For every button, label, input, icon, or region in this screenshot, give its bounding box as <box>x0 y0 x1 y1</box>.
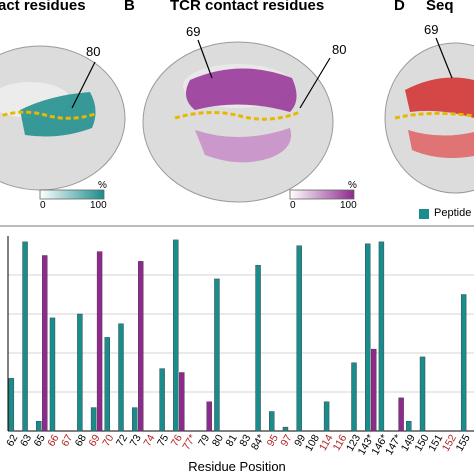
bar-peptide-143star <box>365 243 371 432</box>
x-tick-label: 67 <box>59 432 75 448</box>
contact-region-b-upper <box>186 68 297 112</box>
bar-peptide-69 <box>90 407 97 432</box>
colorbar-purple-unit: % <box>348 180 357 191</box>
x-tick-label: 62 <box>4 432 20 448</box>
bar-peptide-97 <box>282 426 289 432</box>
x-tick-label: 79 <box>196 432 212 448</box>
bar-peptide-80 <box>214 278 220 432</box>
panel-d-title: Seq <box>426 0 454 14</box>
x-tick-label: 155 <box>454 432 473 453</box>
legend-swatch-peptide <box>419 209 429 219</box>
legend-label-peptide: Peptide <box>434 207 472 219</box>
colorbar-teal <box>39 189 105 200</box>
bar-peptide-150 <box>419 356 426 432</box>
bar-peptide-70 <box>104 337 110 432</box>
bar-peptide-123 <box>351 362 357 432</box>
x-tick-label: 95 <box>265 432 281 448</box>
contact-region-a <box>20 92 96 137</box>
bar-tcr-147star <box>398 397 404 432</box>
x-tick-label: 76 <box>169 432 185 448</box>
bar-peptide-68 <box>77 313 83 432</box>
x-tick-label: 81 <box>224 432 240 448</box>
x-tick-label: 70 <box>100 432 116 448</box>
panel-a-title: act residues <box>0 0 86 14</box>
x-tick-label: 68 <box>73 432 89 448</box>
colorbar-teal-min: 0 <box>40 200 46 211</box>
x-tick-label: 80 <box>210 432 226 448</box>
colorbar-teal-max: 100 <box>90 200 107 211</box>
x-axis-label: Residue Position <box>188 459 286 474</box>
bar-tcr-69 <box>96 251 103 432</box>
peptide-trace-b <box>174 110 301 121</box>
x-tick-label: 75 <box>155 432 171 448</box>
x-tick-label: 72 <box>114 432 130 448</box>
x-tick-label: 99 <box>292 432 308 448</box>
colorbar-purple-min: 0 <box>290 200 296 211</box>
bar-tcr-76 <box>179 372 185 432</box>
colorbar-purple <box>289 189 355 200</box>
callout-b-69: 69 <box>186 24 201 39</box>
bar-tcr-79 <box>206 401 212 432</box>
callout-d-69: 69 <box>424 22 439 37</box>
bar-peptide-146star <box>378 241 385 432</box>
panel-b-title: TCR contact residues <box>170 0 325 14</box>
structure-surface-a <box>0 45 126 191</box>
peptide-trace-a <box>0 110 96 120</box>
bar-peptide-63 <box>22 241 28 432</box>
structure-surface-d <box>384 37 474 194</box>
bar-peptide-72 <box>118 323 124 432</box>
seq-region-d-upper <box>405 77 474 118</box>
bar-tcr-143star <box>371 348 377 432</box>
x-tick-label: 97 <box>278 432 294 448</box>
bar-tcr-73 <box>138 261 144 432</box>
callout-b-80: 80 <box>332 42 347 57</box>
callout-a-80: 80 <box>86 44 101 59</box>
bar-peptide-99 <box>296 245 302 432</box>
panel-b-letter: B <box>124 0 135 14</box>
colorbar-purple-max: 100 <box>340 200 357 211</box>
bar-peptide-75 <box>159 368 165 432</box>
bar-peptide-155 <box>460 294 467 432</box>
contact-region-b-lower <box>195 128 292 163</box>
bar-peptide-84star <box>255 265 261 432</box>
bar-peptide-114 <box>323 401 330 432</box>
bar-peptide-73 <box>132 407 138 432</box>
x-tick-label: 83 <box>237 432 253 448</box>
colorbar-teal-unit: % <box>98 180 107 191</box>
bar-peptide-149 <box>406 421 412 432</box>
structure-surface-b <box>142 39 334 203</box>
bar-peptide-62 <box>8 378 15 432</box>
bar-peptide-66 <box>49 317 56 432</box>
bar-tcr-65 <box>42 255 48 432</box>
bar-peptide-65 <box>36 421 42 432</box>
x-tick-label: 73 <box>128 432 144 448</box>
x-tick-label: 65 <box>32 432 48 448</box>
x-tick-label: 74 <box>141 432 157 448</box>
structure-panels <box>0 37 474 227</box>
x-tick-label: 66 <box>45 432 61 448</box>
x-tick-label: 69 <box>86 432 102 448</box>
x-tick-label: 63 <box>18 432 34 448</box>
bar-peptide-76 <box>173 239 179 432</box>
seq-region-d-lower <box>408 130 474 158</box>
panel-d-letter: D <box>394 0 405 14</box>
bar-peptide-95 <box>269 411 275 432</box>
